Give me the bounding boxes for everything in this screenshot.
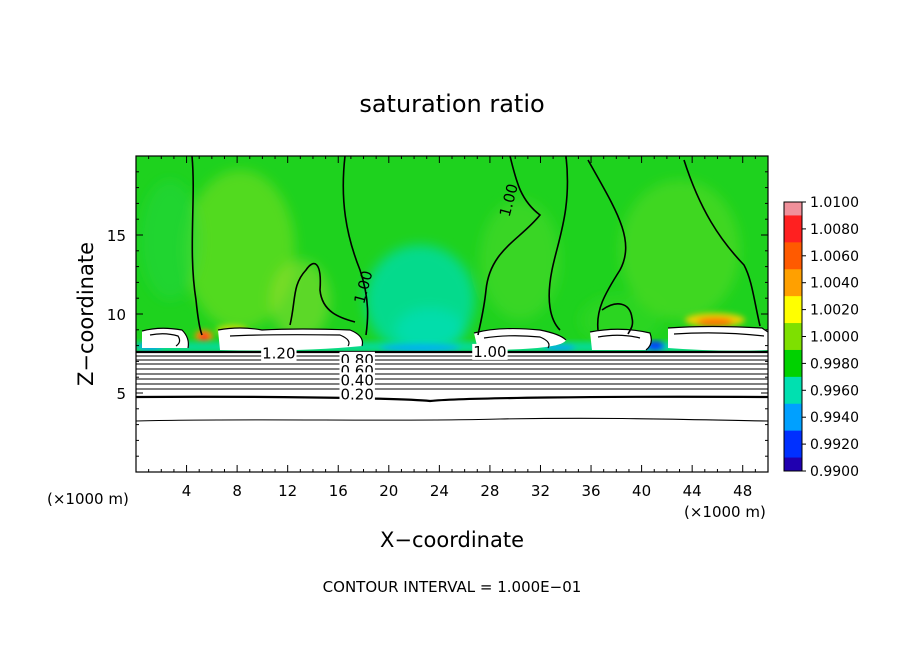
colorbar-cell (784, 349, 802, 364)
colorbar-label: 0.9920 (810, 437, 859, 453)
colorbar-cell (784, 215, 802, 230)
contour-lines-upper (191, 156, 761, 336)
contour-label-bg (472, 343, 508, 360)
colorbar-cell (784, 336, 802, 351)
colorbar-label: 1.0000 (810, 330, 859, 346)
colorbar-label: 0.9900 (810, 464, 859, 480)
contour-lines-clouds (141, 325, 768, 351)
colorbar-cells (784, 202, 802, 472)
colorbar-cell (784, 417, 802, 432)
x-tick-label: 40 (632, 482, 651, 500)
plot-area (136, 156, 768, 472)
contour-label-bg (339, 386, 375, 403)
chart-title: saturation ratio (359, 90, 544, 118)
contour-label-bg (261, 345, 297, 362)
colorbar-cell (784, 269, 802, 284)
colorbar-cell (784, 296, 802, 311)
colorbar-label: 0.9980 (810, 356, 859, 372)
x-unit-left: (×1000 m) (47, 490, 129, 508)
x-tick-label: 8 (232, 482, 242, 500)
colorbar-cell (784, 363, 802, 378)
colorbar-labels: 1.0100 1.0080 1.0060 1.0040 1.0020 1.0000 0.99… (802, 195, 859, 480)
colorbar-label: 1.0080 (810, 222, 859, 238)
colorbar-label: 0.9940 (810, 410, 859, 426)
colorbar-cell (784, 430, 802, 445)
x-tick-label: 16 (329, 482, 348, 500)
upper-field-shading (140, 170, 740, 355)
x-tick-label: 36 (581, 482, 600, 500)
contour-interval-note: CONTOUR INTERVAL = 1.000E−01 (323, 578, 582, 596)
x-tick-label: 48 (733, 482, 752, 500)
contour-lines-lower (136, 350, 768, 422)
y-axis: 5 10 15 (107, 171, 768, 457)
colorbar: 1.0100 1.0080 1.0060 1.0040 1.0020 1.0000 0.99… (783, 195, 859, 480)
y-tick-label: 15 (107, 227, 126, 245)
colorbar-cell (784, 376, 802, 391)
x-tick-label: 28 (480, 482, 499, 500)
colorbar-cell (784, 255, 802, 270)
x-tick-label: 12 (278, 482, 297, 500)
colorbar-cell (784, 457, 802, 472)
y-tick-label: 5 (116, 385, 126, 403)
colorbar-label: 1.0040 (810, 276, 859, 292)
colorbar-label: 0.9960 (810, 383, 859, 399)
colorbar-cell (784, 444, 802, 459)
colorbar-label: 1.0060 (810, 249, 859, 265)
contour-label: 0.40 (340, 371, 373, 389)
colorbar-cell (784, 228, 802, 243)
x-tick-label: 24 (430, 482, 449, 500)
colorbar-cell (784, 403, 802, 418)
colorbar-cell (784, 390, 802, 405)
colorbar-cell (784, 323, 802, 337)
x-axis-label: X−coordinate (380, 528, 524, 552)
colorbar-cell (784, 309, 802, 324)
contour-label: 1.20 (262, 345, 295, 363)
x-tick-label: 20 (379, 482, 398, 500)
contour-label: 0.20 (340, 386, 373, 404)
colorbar-label: 1.0100 (810, 195, 859, 211)
x-tick-label: 32 (531, 482, 550, 500)
x-tick-label: 44 (683, 482, 702, 500)
colorbar-cell (784, 202, 802, 216)
x-tick-label: 4 (182, 482, 192, 500)
colorbar-label: 1.0020 (810, 303, 859, 319)
contour-labels: 1.001.001.20 1.000.800.600.400.20 (261, 182, 522, 404)
colorbar-cell (784, 242, 802, 257)
y-tick-label: 10 (107, 306, 126, 324)
contour-label: 1.00 (473, 343, 506, 361)
colorbar-cell (784, 282, 802, 297)
x-unit-right: (×1000 m) (684, 503, 766, 521)
x-axis: 4 8 12 16 20 24 28 32 36 40 44 48 (148, 156, 756, 500)
contour-label-bg (339, 372, 375, 389)
y-axis-label: Z−coordinate (74, 242, 98, 386)
lower-dry-region (136, 352, 768, 472)
